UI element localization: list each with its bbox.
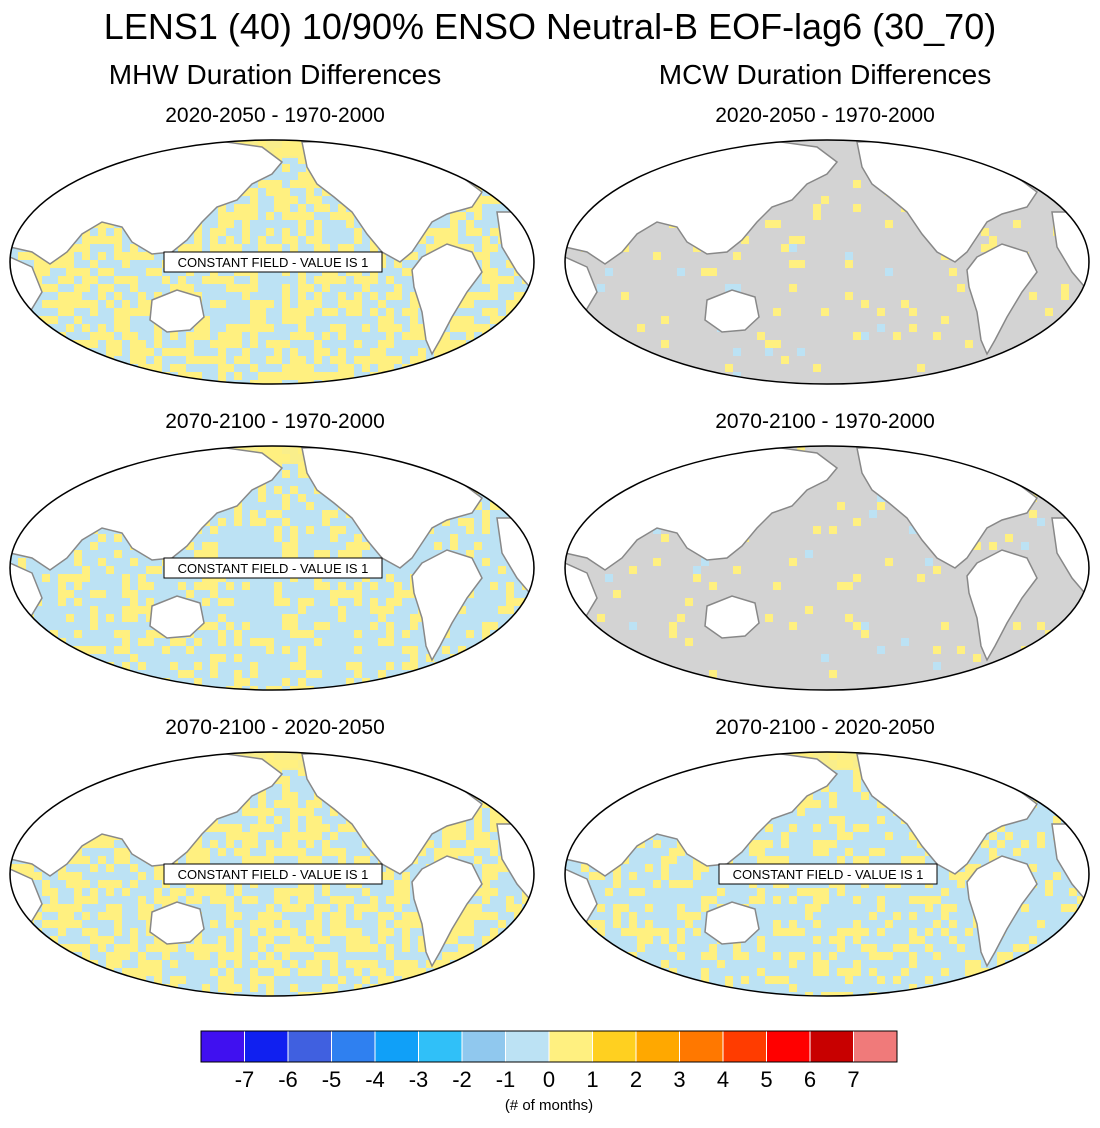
map-panel-2 [564,139,1090,385]
panel-title-3: 2070-2100 - 1970-2000 [165,410,385,433]
colorbar-swatch [679,1030,724,1063]
colorbar-swatch [635,1030,680,1063]
colorbar-tick-label: -6 [278,1067,298,1092]
figure-title: LENS1 (40) 10/90% ENSO Neutral-B EOF-lag… [103,6,997,47]
colorbar-swatch [809,1030,854,1063]
colorbar-unit: (# of months) [505,1097,593,1114]
colorbar-tick-label: -7 [235,1067,255,1092]
panel-title-5: 2070-2100 - 2020-2050 [165,716,385,739]
colorbar-tick-label: 0 [543,1067,555,1092]
map-panel-4 [564,445,1090,691]
colorbar-tick-label: 2 [630,1067,642,1092]
colorbar-swatch [853,1030,898,1063]
colorbar-swatch [244,1030,289,1063]
colorbar-swatch [548,1030,593,1063]
svg-text:CONSTANT FIELD - VALUE IS 1: CONSTANT FIELD - VALUE IS 1 [733,867,924,882]
colorbar-tick-label: 1 [586,1067,598,1092]
colorbar-swatch [592,1030,637,1063]
panel-title-4: 2070-2100 - 1970-2000 [715,410,935,433]
panel-title-6: 2070-2100 - 2020-2050 [715,716,935,739]
constant-field-label-5: CONSTANT FIELD - VALUE IS 1 [163,863,383,885]
colorbar-swatch [287,1030,332,1063]
panel-title-2: 2020-2050 - 1970-2000 [715,104,935,127]
panel-title-1: 2020-2050 - 1970-2000 [165,104,385,127]
constant-field-label-1: CONSTANT FIELD - VALUE IS 1 [163,251,383,273]
colorbar-swatch [722,1030,767,1063]
colorbar-tick-label: 3 [673,1067,685,1092]
map-panel-6: CONSTANT FIELD - VALUE IS 1 [564,751,1090,997]
colorbar-tick-label: 5 [760,1067,772,1092]
column-title-mhw: MHW Duration Differences [108,59,442,90]
svg-text:CONSTANT FIELD - VALUE IS 1: CONSTANT FIELD - VALUE IS 1 [178,255,369,270]
colorbar-tick-label: -4 [365,1067,385,1092]
colorbar-tick-label: 4 [717,1067,729,1092]
colorbar-tick-label: -5 [322,1067,342,1092]
svg-text:CONSTANT FIELD - VALUE IS 1: CONSTANT FIELD - VALUE IS 1 [178,867,369,882]
colorbar-swatch [418,1030,463,1063]
colorbar-tick-label: 7 [847,1067,859,1092]
colorbar-swatch [331,1030,376,1063]
colorbar-tick-label: 6 [804,1067,816,1092]
colorbar-swatch [766,1030,811,1063]
column-title-mcw: MCW Duration Differences [658,59,992,90]
constant-field-label-6: CONSTANT FIELD - VALUE IS 1 [718,863,938,885]
constant-field-label-3: CONSTANT FIELD - VALUE IS 1 [163,557,383,579]
colorbar-swatch [200,1030,245,1063]
colorbar-swatch [374,1030,419,1063]
colorbar-tick-label: -2 [452,1067,472,1092]
colorbar-swatch [505,1030,550,1063]
colorbar-tick-label: -3 [409,1067,429,1092]
svg-text:CONSTANT FIELD - VALUE IS 1: CONSTANT FIELD - VALUE IS 1 [178,561,369,576]
colorbar-tick-label: -1 [496,1067,516,1092]
colorbar-swatch [461,1030,506,1063]
